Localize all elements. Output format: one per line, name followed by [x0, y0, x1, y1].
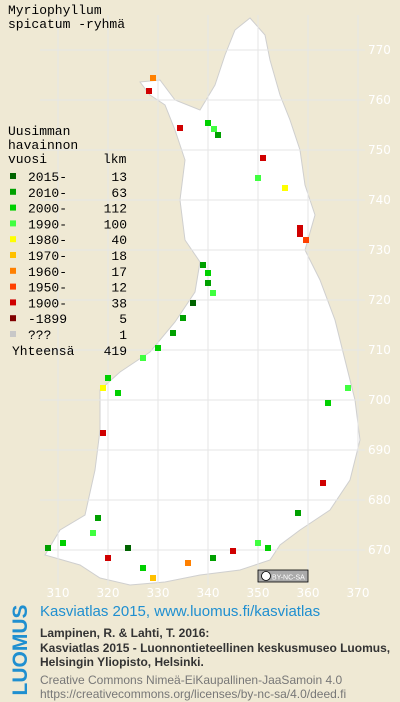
y-grid-label: 730	[368, 243, 391, 257]
y-grid-label: 740	[368, 193, 391, 207]
legend-label: 2015-	[28, 170, 67, 185]
legend-heading: havainnon	[8, 138, 78, 153]
citation: Kasviatlas 2015 - Luonnontieteellinen ke…	[40, 641, 390, 655]
legend-count: 38	[111, 296, 127, 311]
legend-label: 1970-	[28, 249, 67, 264]
legend-label: 2010-	[28, 186, 67, 201]
license-text: Creative Commons Nimeä-EiKaupallinen-Jaa…	[40, 673, 342, 687]
grid-labels: 770 760 750 740 730 720 710 700 690 680 670 310 320 3…	[47, 43, 391, 600]
legend-swatch	[10, 299, 16, 306]
legend-heading: vuosi	[8, 152, 47, 167]
legend-swatch	[10, 188, 16, 195]
legend-count: 18	[111, 249, 127, 264]
legend-heading: Uusimman	[8, 124, 70, 139]
legend-count: 112	[104, 202, 127, 217]
y-grid-label: 750	[368, 143, 391, 157]
x-grid-label: 310	[47, 586, 70, 600]
x-grid-label: 350	[247, 586, 270, 600]
legend-count: 13	[111, 170, 127, 185]
x-grid-label: 360	[297, 586, 320, 600]
y-grid-label: 710	[368, 343, 391, 357]
legend-label: 1980-	[28, 233, 67, 248]
title: spicatum -ryhmä	[8, 17, 125, 32]
citation: Helsingin Yliopisto, Helsinki.	[40, 655, 204, 669]
y-grid-label: 720	[368, 293, 391, 307]
x-grid-label: 370	[347, 586, 370, 600]
legend-label: 1990-	[28, 217, 67, 232]
x-grid-label: 320	[97, 586, 120, 600]
grid-lines	[40, 15, 365, 585]
legend-count-heading: lkm	[103, 152, 127, 167]
y-grid-label: 700	[368, 393, 391, 407]
headline: Kasviatlas 2015, www.luomus.fi/kasviatla…	[40, 603, 320, 620]
legend-label: 1900-	[28, 296, 67, 311]
x-grid-label: 340	[197, 586, 220, 600]
legend-swatch	[10, 283, 16, 290]
legend-swatch	[10, 315, 16, 322]
license-badge: BY-NC-SA	[257, 569, 309, 583]
legend-count: 5	[119, 312, 127, 327]
legend-label: 1960-	[28, 265, 67, 280]
legend-total: 419	[104, 344, 127, 359]
legend-count: 17	[111, 265, 127, 280]
legend-label: 1950-	[28, 281, 67, 296]
y-grid-label: 670	[368, 543, 391, 557]
legend-count: 63	[111, 186, 127, 201]
legend-count: 1	[119, 328, 127, 343]
legend-swatch	[10, 267, 16, 274]
legend-swatch	[10, 204, 16, 211]
legend-swatch	[10, 173, 16, 179]
legend-count: 12	[111, 281, 127, 296]
legend-label: 2000-	[28, 202, 67, 217]
legend-count: 40	[111, 233, 127, 248]
legend-swatch	[10, 220, 16, 227]
y-grid-label: 680	[368, 493, 391, 507]
legend-swatch	[10, 331, 16, 337]
legend-count: 100	[104, 217, 127, 232]
citation: Lampinen, R. & Lahti, T. 2016:	[40, 626, 209, 640]
x-grid-label: 330	[147, 586, 170, 600]
legend-total-label: Yhteensä	[12, 344, 75, 359]
legend-swatch	[10, 252, 16, 258]
license-url: https://creativecommons.org/licenses/by-…	[40, 687, 346, 701]
y-grid-label: 760	[368, 93, 391, 107]
legend-swatch	[10, 236, 16, 243]
y-grid-label: 770	[368, 43, 391, 57]
occurrence-squares	[45, 75, 351, 581]
y-grid-label: 690	[368, 443, 391, 457]
license-badge-text: BY-NC-SA	[272, 575, 305, 582]
logo: LUOMUS	[9, 605, 32, 696]
title: Myriophyllum	[8, 3, 102, 18]
legend-label: ???	[28, 328, 51, 343]
legend-label: -1899	[28, 312, 67, 327]
finland-outline	[44, 17, 361, 586]
